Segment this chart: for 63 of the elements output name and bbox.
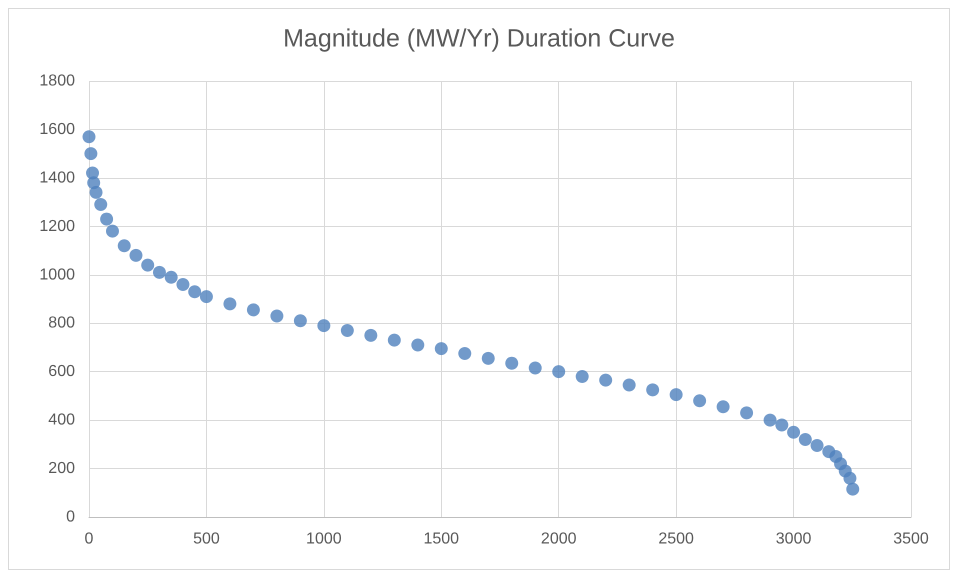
y-tick-label: 800 — [48, 314, 76, 332]
point — [84, 147, 98, 160]
point — [270, 309, 284, 322]
y-tick-label: 1800 — [39, 72, 76, 90]
point — [458, 347, 472, 360]
point — [152, 266, 166, 279]
y-tick-label: 200 — [48, 460, 76, 478]
point — [94, 198, 108, 212]
point — [552, 365, 566, 378]
point — [646, 383, 660, 396]
x-tick-label: 1500 — [423, 530, 460, 548]
point — [188, 285, 202, 298]
x-tick-label: 3500 — [893, 530, 929, 548]
point — [100, 212, 114, 226]
point — [528, 362, 542, 375]
point — [810, 439, 824, 452]
x-tick-label: 0 — [84, 530, 94, 548]
point — [846, 482, 860, 496]
y-tick-label: 0 — [66, 508, 76, 526]
y-tick-label: 600 — [48, 363, 76, 380]
x-tick-label: 500 — [193, 530, 220, 548]
point — [599, 374, 612, 387]
point — [118, 239, 131, 252]
point — [90, 186, 103, 199]
point — [246, 303, 260, 316]
point — [798, 432, 812, 446]
point — [622, 378, 636, 392]
point — [141, 258, 154, 272]
point — [693, 394, 706, 408]
x-tick-label: 3000 — [776, 530, 812, 548]
y-tick-label: 1600 — [39, 120, 76, 138]
point — [764, 414, 777, 427]
y-tick-label: 1400 — [39, 169, 76, 186]
point — [317, 319, 330, 332]
point — [787, 426, 800, 439]
point — [843, 472, 856, 485]
point — [505, 356, 518, 370]
point — [388, 334, 401, 347]
point — [364, 328, 378, 342]
point — [411, 338, 424, 352]
point — [164, 270, 178, 284]
point — [716, 400, 730, 414]
point — [294, 314, 307, 328]
point — [670, 388, 683, 402]
chart-title: Magnitude (MW/Yr) Duration Curve — [283, 24, 675, 52]
y-tick-label: 1000 — [39, 266, 76, 284]
y-tick-label: 400 — [48, 412, 76, 429]
x-tick-label: 2000 — [540, 530, 577, 548]
point — [176, 278, 190, 291]
point — [482, 352, 495, 365]
point — [200, 290, 213, 304]
point — [129, 248, 142, 262]
x-tick-label: 2500 — [658, 530, 694, 548]
point — [434, 342, 448, 356]
point — [223, 297, 236, 310]
x-tick-label: 1000 — [306, 530, 342, 548]
y-tick-label: 1200 — [39, 218, 76, 235]
point — [576, 370, 589, 384]
point — [740, 406, 754, 420]
point — [775, 418, 788, 432]
point — [106, 224, 119, 238]
point — [340, 324, 354, 337]
point — [82, 130, 96, 144]
